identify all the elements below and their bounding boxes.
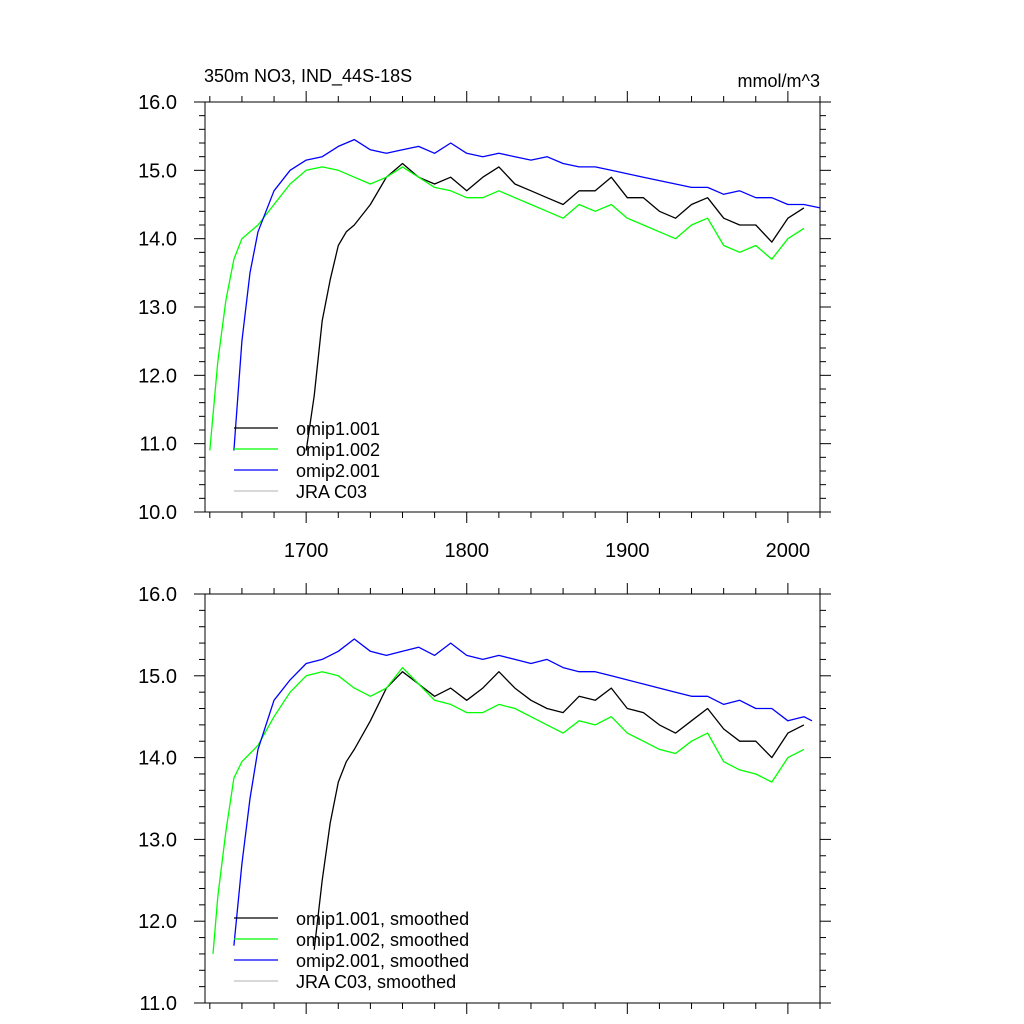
y-tick-label: 11.0 (140, 993, 177, 1015)
figure-title: 350m NO3, IND_44S-18S (204, 66, 412, 87)
series-line (313, 671, 805, 950)
plot-frame (204, 593, 821, 1004)
legend-label: JRA C03, smoothed (296, 972, 456, 992)
y-tick-label: 12.0 (138, 365, 177, 387)
bottom-panel: 11.0 12.0 13.0 14.0 15.0 16.0 omip1.001, smoot… (138, 583, 831, 1015)
legend-label: omip2.001, smoothed (296, 951, 469, 971)
y-tick-label: 13.0 (138, 297, 177, 319)
legend-label: omip1.001, smoothed (296, 909, 469, 929)
series-line (305, 162, 805, 451)
y-tick-label: 16.0 (138, 584, 177, 606)
y-tick-label: 15.0 (138, 160, 177, 182)
x-tick-label: 2000 (766, 540, 811, 562)
legend-label: omip1.002, smoothed (296, 930, 469, 950)
series-line (209, 166, 805, 451)
x-tick-label: 1800 (444, 540, 489, 562)
top-panel: 1700 1800 1900 2000 10.0 11.0 12.0 13.0 14.0 15.0… (138, 91, 831, 562)
series-line (212, 666, 805, 954)
series-line (233, 638, 813, 946)
legend-label: JRA C03 (296, 482, 367, 502)
y-tick-label: 14.0 (138, 748, 177, 770)
y-tick-label: 14.0 (138, 229, 177, 251)
units-label: mmol/m^3 (738, 71, 820, 91)
series-line (233, 138, 821, 451)
y-tick-label: 13.0 (138, 829, 177, 851)
y-tick-label: 12.0 (138, 911, 177, 933)
x-tick-label: 1700 (284, 540, 329, 562)
y-tick-label: 15.0 (138, 666, 177, 688)
legend-label: omip1.001 (296, 419, 380, 439)
x-tick-label: 1900 (605, 540, 650, 562)
legend-label: omip1.002 (296, 440, 380, 460)
legend-label: omip2.001 (296, 461, 380, 481)
y-tick-label: 10.0 (138, 502, 177, 524)
y-tick-label: 16.0 (138, 92, 177, 114)
y-tick-label: 11.0 (140, 434, 177, 456)
